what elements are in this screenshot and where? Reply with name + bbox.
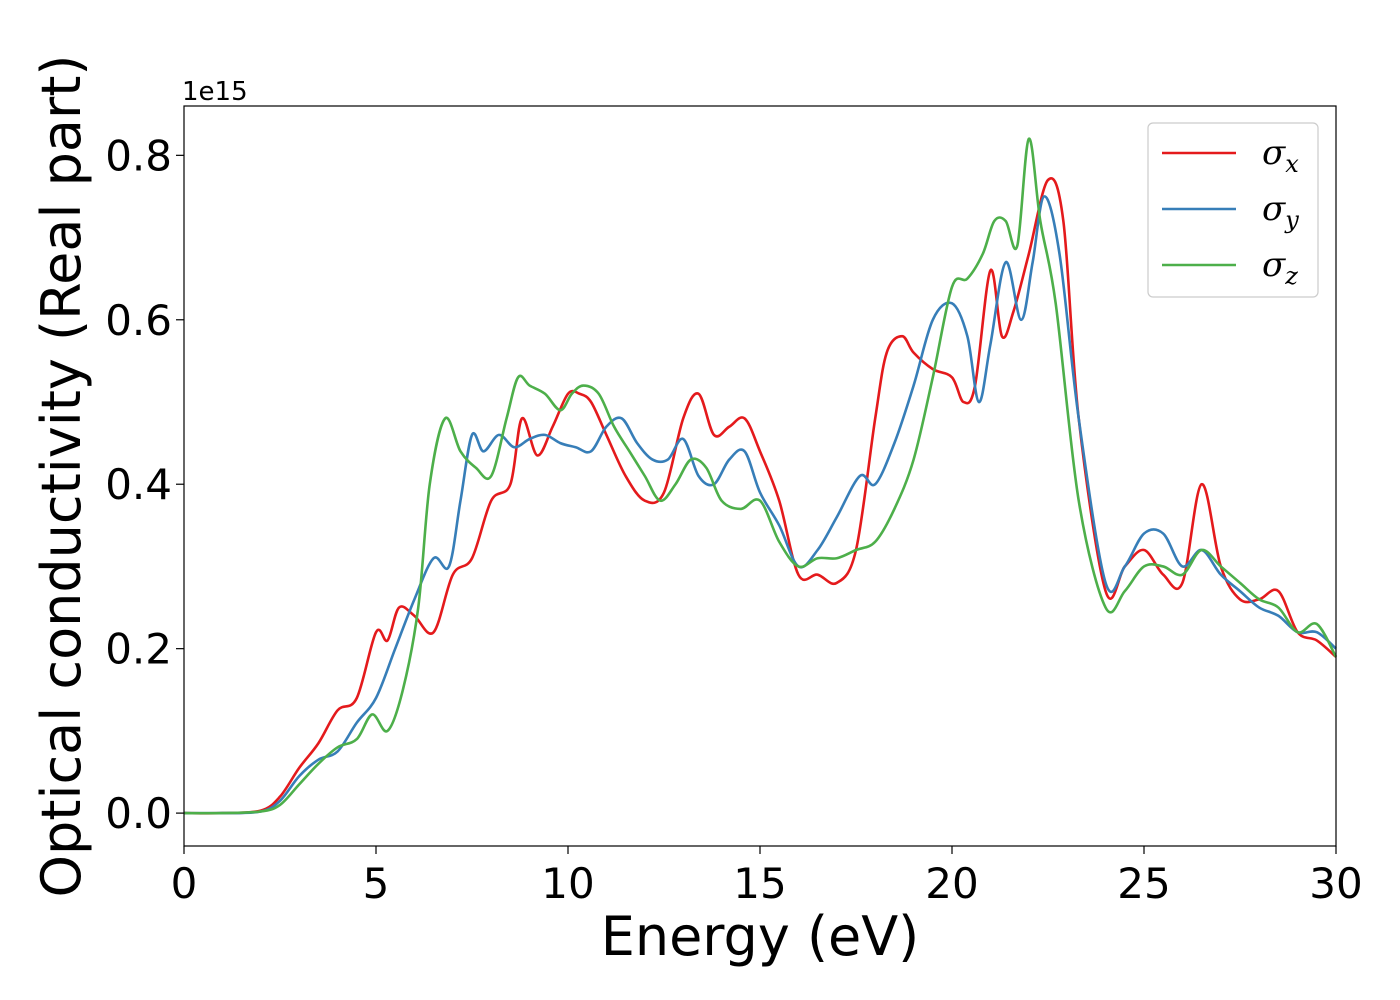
y-tick-label: 0.0 [105, 789, 172, 838]
legend-label-z: σz [1262, 245, 1298, 290]
x-tick-label: 10 [541, 859, 594, 908]
x-tick-label: 30 [1309, 859, 1362, 908]
legend: σx σy σz [1147, 122, 1319, 298]
x-tick-label: 5 [363, 859, 390, 908]
series-line-y [183, 195, 1337, 815]
legend-label-y: σy [1262, 189, 1299, 234]
y-tick-label: 0.4 [105, 460, 172, 509]
y-offset-label: 1e15 [182, 77, 248, 107]
y-tick-label: 0.6 [105, 296, 172, 345]
x-axis-title: Energy (eV) [601, 905, 920, 968]
ticks-layer: 0 5 10 15 20 25 30 0.0 0.2 0.4 0.6 0.8 [105, 131, 1363, 908]
y-tick-label: 0.8 [105, 131, 172, 180]
y-tick-label: 0.2 [105, 625, 172, 674]
series-layer [183, 137, 1338, 815]
x-tick-label: 15 [733, 859, 786, 908]
y-axis-title: Optical conductivity (Real part) [30, 55, 93, 898]
legend-label-x: σx [1262, 133, 1299, 178]
x-tick-label: 25 [1117, 859, 1170, 908]
x-tick-label: 0 [171, 859, 198, 908]
series-line-z [183, 137, 1338, 815]
x-tick-label: 20 [925, 859, 978, 908]
